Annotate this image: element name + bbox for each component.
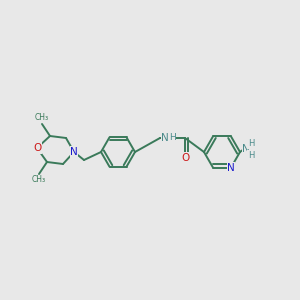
Text: CH₃: CH₃ [35,113,49,122]
Text: H: H [169,134,176,142]
Text: O: O [182,153,190,163]
Text: N: N [70,147,78,157]
Text: H: H [248,151,254,160]
Text: H: H [248,140,254,148]
Text: N: N [227,163,235,172]
Text: CH₃: CH₃ [32,176,46,184]
Text: N: N [242,144,250,154]
Text: N: N [161,133,169,143]
Text: O: O [33,143,41,153]
